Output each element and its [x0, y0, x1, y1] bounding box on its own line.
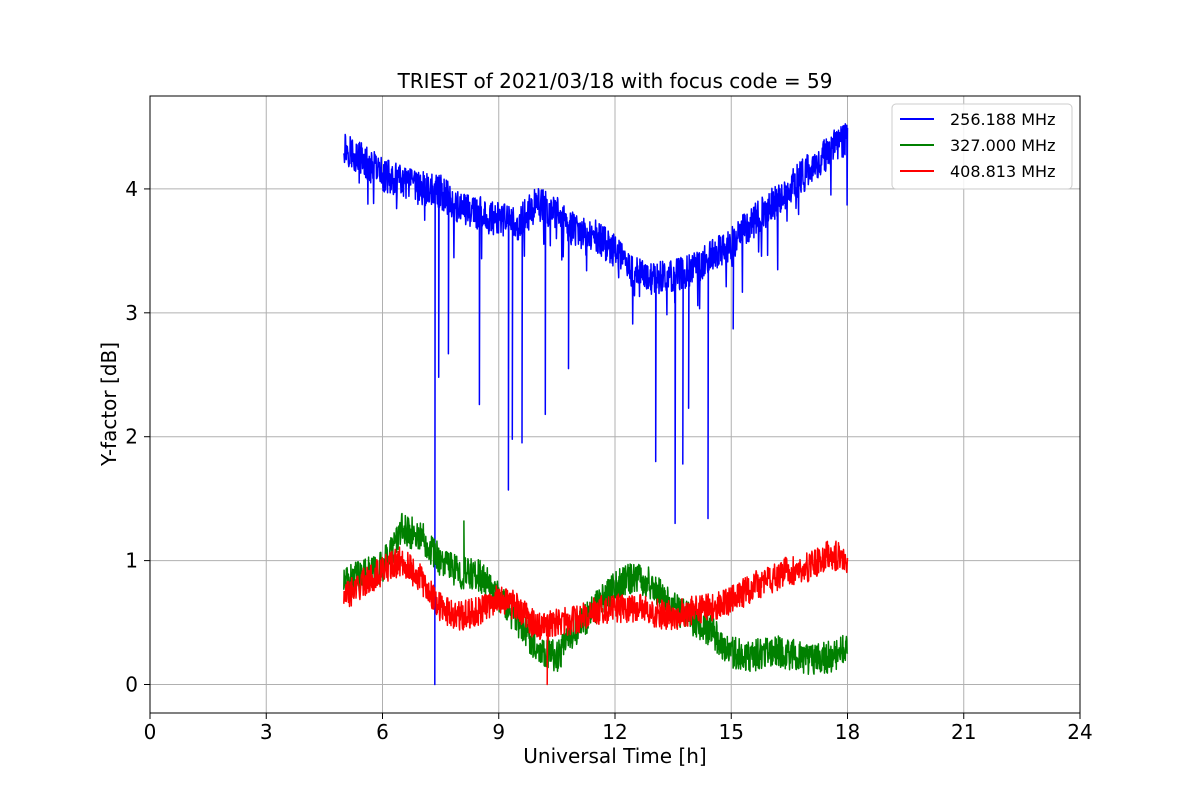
series-line-2: [343, 512, 849, 676]
series-line-1: [343, 123, 849, 686]
x-tick-label: 0: [144, 720, 157, 744]
y-axis-label: Y-factor [dB]: [97, 342, 121, 467]
legend-label-3: 408.813 MHz: [950, 162, 1055, 181]
x-tick-label: 15: [719, 720, 744, 744]
y-tick-label: 1: [125, 549, 138, 573]
legend-label-2: 327.000 MHz: [950, 136, 1055, 155]
y-tick-label: 4: [125, 177, 138, 201]
legend-label-1: 256.188 MHz: [950, 110, 1055, 129]
x-tick-label: 6: [376, 720, 389, 744]
x-tick-label: 21: [951, 720, 976, 744]
y-tick-label: 3: [125, 301, 138, 325]
x-tick-label: 12: [602, 720, 627, 744]
x-tick-label: 24: [1067, 720, 1092, 744]
x-tick-label: 3: [260, 720, 273, 744]
y-tick-label: 2: [125, 425, 138, 449]
x-tick-label: 18: [835, 720, 860, 744]
x-tick-label: 9: [492, 720, 505, 744]
series-line-3: [343, 540, 849, 686]
plot-area: [343, 123, 849, 686]
legend-box: [891, 103, 1073, 190]
chart-title: TRIEST of 2021/03/18 with focus code = 5…: [397, 69, 833, 93]
y-tick-label: 0: [125, 673, 138, 697]
legend: 256.188 MHz 327.000 MHz 408.813 MHz: [891, 103, 1073, 190]
x-axis-label: Universal Time [h]: [523, 744, 706, 768]
